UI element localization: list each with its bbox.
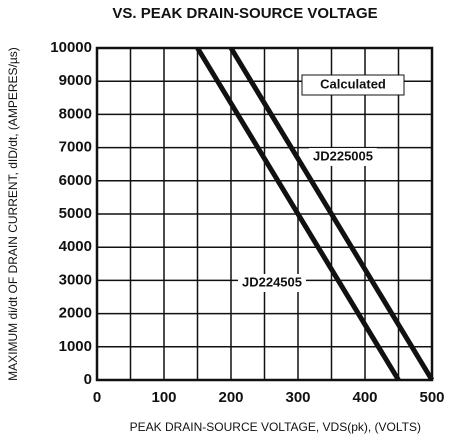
chart-title: VS. PEAK DRAIN-SOURCE VOLTAGE (112, 5, 377, 22)
series-label: JD225005 (313, 148, 373, 163)
y-tick-label: 1000 (59, 338, 92, 355)
annotation: Calculated (320, 76, 386, 91)
y-tick-label: 4000 (59, 238, 92, 255)
y-tick-label: 2000 (59, 305, 92, 322)
series-line (195, 46, 401, 382)
x-tick-label: 200 (218, 389, 243, 406)
x-tick-label: 400 (352, 389, 377, 406)
x-tick-label: 100 (151, 389, 176, 406)
y-tick-label: 0 (84, 371, 92, 388)
y-tick-label: 7000 (59, 139, 92, 156)
series-label: JD224505 (242, 274, 302, 289)
y-tick-label: 10000 (50, 39, 92, 56)
y-axis-label: MAXIMUM di/dt OF DRAIN CURRENT, dID/dt, … (6, 47, 20, 381)
y-tick-label: 6000 (59, 172, 92, 189)
x-axis-label: PEAK DRAIN-SOURCE VOLTAGE, VDS(pk), (VOL… (130, 420, 421, 434)
label-bg (309, 148, 377, 166)
x-tick-label: 300 (285, 389, 310, 406)
annotation-box (301, 74, 405, 96)
label-bg (238, 274, 306, 292)
y-tick-label: 5000 (59, 205, 92, 222)
x-tick-label: 0 (93, 389, 101, 406)
y-tick-label: 9000 (59, 72, 92, 89)
series-line (228, 46, 435, 382)
y-tick-label: 3000 (59, 271, 92, 288)
x-tick-label: 500 (419, 389, 444, 406)
y-tick-label: 8000 (59, 105, 92, 122)
plot-frame (95, 46, 434, 382)
